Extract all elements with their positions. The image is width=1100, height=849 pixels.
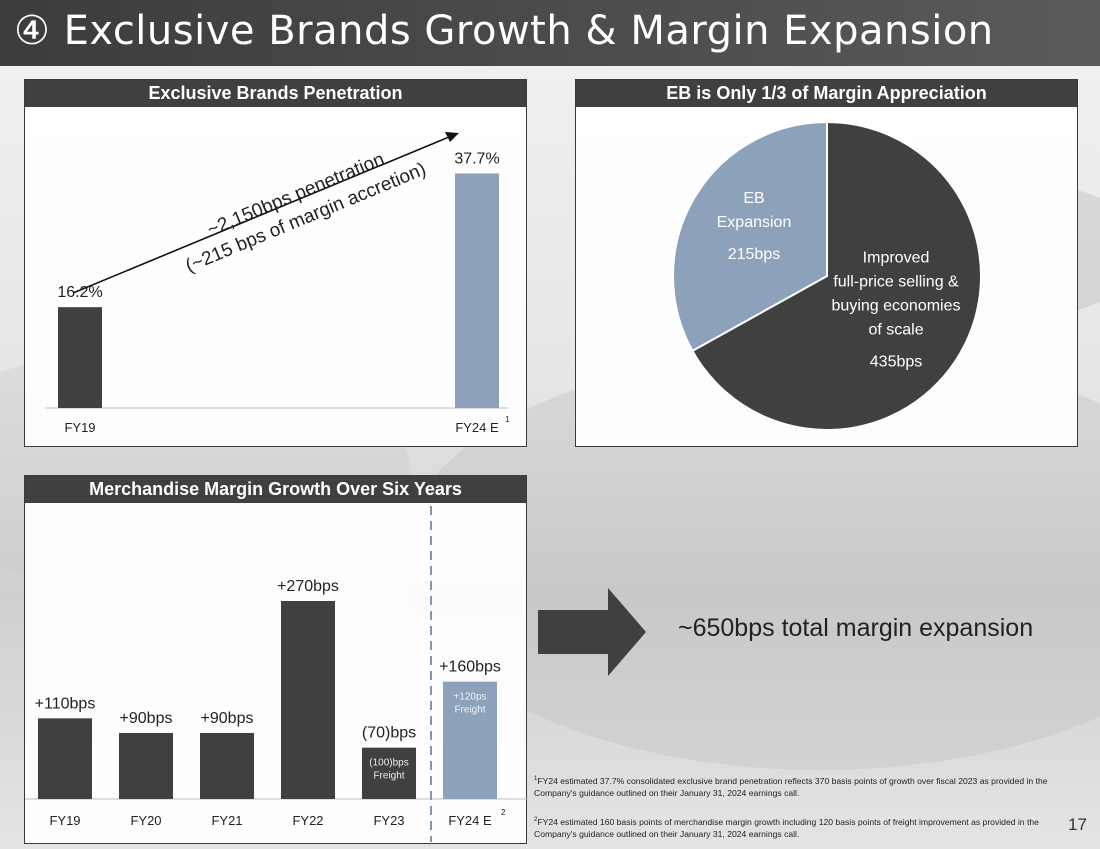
margin-bar xyxy=(362,747,416,799)
margin-value-label: +160bps xyxy=(439,659,501,676)
margin-category-label: FY19 xyxy=(49,813,80,828)
margin-value-label: +270bps xyxy=(277,578,339,595)
total-margin-expansion: ~650bps total margin expansion xyxy=(678,614,1034,642)
margin-value-label: +90bps xyxy=(120,710,173,727)
margin-category-label: FY23 xyxy=(373,813,404,828)
margin-panel: Merchandise Margin Growth Over Six Years… xyxy=(24,475,528,844)
pie-slice-label: buying economies xyxy=(832,298,961,315)
right-arrow-icon xyxy=(538,588,646,676)
margin-footnote-mark: 2 xyxy=(501,808,506,817)
margin-bar-note: Freight xyxy=(454,705,485,716)
pie-slice-label: Expansion xyxy=(717,214,792,231)
margin-bar xyxy=(281,601,335,799)
margin-category-label: FY20 xyxy=(130,813,161,828)
margin-category-label: FY22 xyxy=(292,813,323,828)
pie-panel: EB is Only 1/3 of Margin Appreciation Im… xyxy=(575,79,1078,447)
margin-value-label: +110bps xyxy=(35,695,96,712)
footnote-1-text: FY24 estimated 37.7% consolidated exclus… xyxy=(534,775,1048,798)
arrow-head-icon xyxy=(445,132,459,142)
penetration-bar xyxy=(58,307,102,408)
pie-chart: Improved full-price selling & buying econo… xyxy=(672,120,982,431)
pie-slice xyxy=(672,120,828,353)
pie-slice-label: of scale xyxy=(868,322,923,339)
margin-bar xyxy=(443,681,497,799)
margin-category-label: FY24 E xyxy=(448,813,492,828)
margin-bar-note: Freight xyxy=(373,771,404,782)
pie-slice-value: 435bps xyxy=(870,354,923,371)
title-bar: ④ Exclusive Brands Growth & Margin Expan… xyxy=(0,0,1100,66)
margin-value-label: (70)bps xyxy=(362,725,416,742)
penetration-category-label: FY19 xyxy=(64,420,95,435)
margin-chart: +110bps FY19 +90bps FY20 +90bps FY21 +270bps FY… xyxy=(25,506,528,842)
pie-slice-value: 215bps xyxy=(728,246,781,263)
footnote-1-mark: 1 xyxy=(534,776,538,782)
penetration-value-label: 37.7% xyxy=(454,150,499,167)
margin-bar xyxy=(119,733,173,799)
penetration-value-label: 16.2% xyxy=(57,284,102,301)
footnote-2-text: FY24 estimated 160 basis points of merch… xyxy=(534,816,1039,839)
margin-bar xyxy=(38,718,92,799)
margin-bar-note: +120ps xyxy=(453,692,486,703)
margin-value-label: +90bps xyxy=(201,710,254,727)
pie-slice-label: full-price selling & xyxy=(833,274,959,291)
penetration-category-label: FY24 E xyxy=(455,420,499,435)
margin-panel-title: Merchandise Margin Growth Over Six Years xyxy=(25,476,526,503)
margin-category-label: FY21 xyxy=(211,813,242,828)
penetration-panel: Exclusive Brands Penetration 16.2% FY19 37… xyxy=(24,79,527,447)
footnote-2-mark: 2 xyxy=(534,817,538,823)
pie-slice-label: EB xyxy=(743,190,764,207)
penetration-bar xyxy=(455,173,499,408)
page-title: ④ Exclusive Brands Growth & Margin Expan… xyxy=(14,8,994,54)
page-number: 17 xyxy=(1068,815,1087,834)
penetration-panel-title: Exclusive Brands Penetration xyxy=(25,80,526,107)
footnote-2: 2FY24 estimated 160 basis points of merc… xyxy=(534,814,1074,840)
pie-slice xyxy=(691,120,982,431)
penetration-footnote-mark: 1 xyxy=(505,415,510,424)
margin-bar xyxy=(200,733,254,799)
pie-slice-label: Improved xyxy=(863,250,930,267)
margin-bar-note: (100)bps xyxy=(369,758,408,769)
penetration-trend-arrow xyxy=(72,136,450,294)
pie-panel-title: EB is Only 1/3 of Margin Appreciation xyxy=(576,80,1077,107)
footnote-1: 1FY24 estimated 37.7% consolidated exclu… xyxy=(534,773,1074,799)
